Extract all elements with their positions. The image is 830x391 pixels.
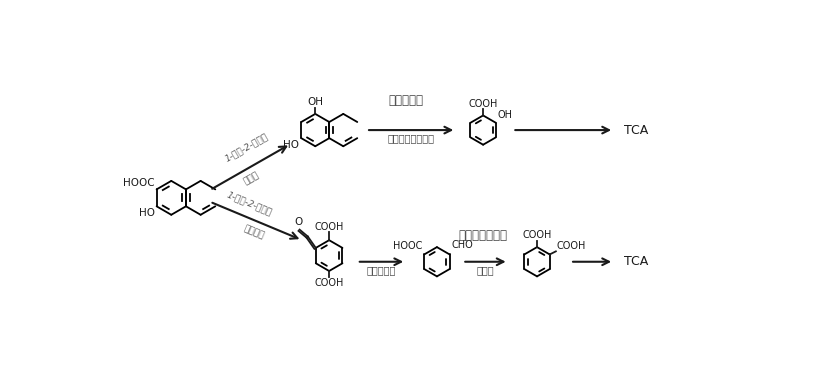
Text: OH: OH (497, 110, 512, 120)
Text: 脱化酶: 脱化酶 (242, 171, 261, 187)
Text: 双加氧酶: 双加氧酶 (243, 224, 266, 240)
Text: 邻苯二甲酸途径: 邻苯二甲酸途径 (459, 229, 508, 242)
Text: 醛缩水合酶: 醛缩水合酶 (367, 265, 396, 275)
Text: 1-羟基-2-萘甲酸: 1-羟基-2-萘甲酸 (223, 131, 270, 163)
Text: COOH: COOH (315, 222, 344, 232)
Text: TCA: TCA (624, 255, 648, 268)
Text: COOH: COOH (557, 240, 586, 251)
Text: COOH: COOH (315, 278, 344, 288)
Text: 经过一系列酶催化: 经过一系列酶催化 (388, 133, 435, 143)
Text: HO: HO (283, 140, 299, 150)
Text: HOOC: HOOC (393, 241, 422, 251)
Text: CHO: CHO (452, 240, 473, 250)
Text: COOH: COOH (522, 230, 552, 240)
Text: 1-羟基-2-萘甲酸: 1-羟基-2-萘甲酸 (226, 190, 274, 216)
Text: TCA: TCA (624, 124, 648, 136)
Text: COOH: COOH (468, 99, 498, 109)
Text: 脱氨酶: 脱氨酶 (476, 265, 494, 275)
Text: 水杨酸途径: 水杨酸途径 (388, 94, 423, 107)
Text: HOOC: HOOC (124, 178, 155, 188)
Text: OH: OH (307, 97, 323, 107)
Text: O: O (294, 217, 302, 226)
Text: HO: HO (139, 208, 155, 218)
